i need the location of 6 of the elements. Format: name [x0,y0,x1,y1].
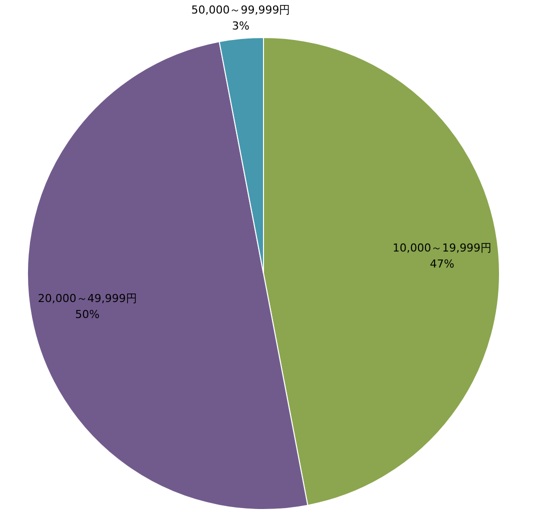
data-label: 47% [430,257,454,270]
data-label: 3% [232,19,250,32]
slice-label: 50,000～99,999円 [191,3,290,16]
slice-label: 20,000～49,999円 [38,292,137,305]
slice-label: 10,000～19,999円 [392,241,492,254]
data-label: 50% [75,308,100,321]
